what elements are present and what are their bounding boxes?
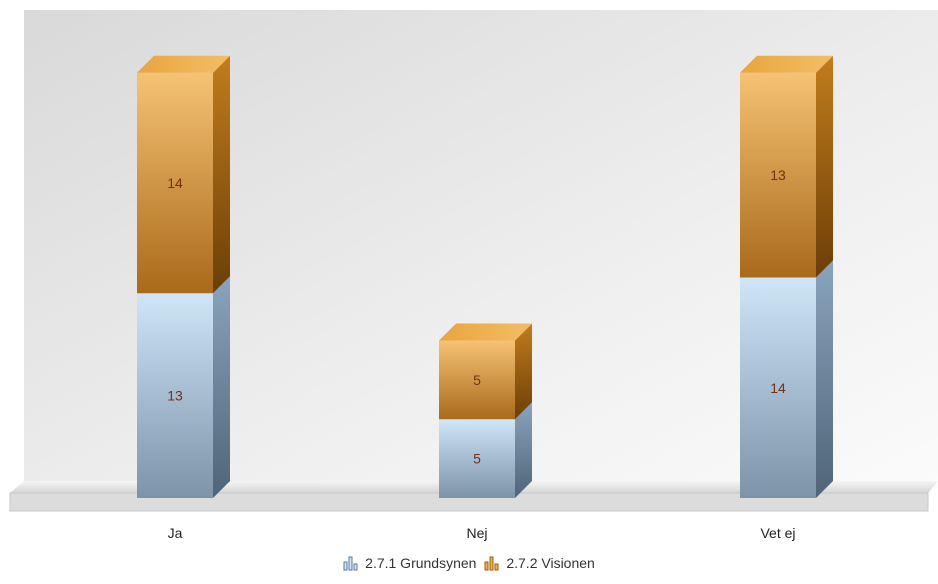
bar-side-grundsynen <box>515 402 532 498</box>
x-tick-label: Vet ej <box>760 525 795 541</box>
x-tick-label: Nej <box>466 525 487 541</box>
legend-item-grundsynen[interactable]: 2.7.1 Grundsynen <box>343 555 476 571</box>
data-label-visionen: 5 <box>473 372 481 388</box>
bar-side-visionen <box>213 55 230 294</box>
legend-label-grundsynen: 2.7.1 Grundsynen <box>365 555 477 571</box>
x-tick-label: Ja <box>168 525 183 541</box>
legend: 2.7.1 Grundsynen 2.7.2 Visionen <box>0 555 938 574</box>
bar-side-grundsynen <box>816 260 833 498</box>
data-label-grundsynen: 5 <box>473 451 481 467</box>
bar-side-visionen <box>816 55 833 278</box>
data-label-visionen: 14 <box>167 175 183 191</box>
bar-visionen <box>137 72 213 294</box>
bar-side-grundsynen <box>213 276 230 498</box>
bars-layer: 13 14 5 5 14 13 <box>137 55 833 498</box>
bar-grundsynen <box>137 293 213 498</box>
bar-visionen <box>740 72 816 278</box>
bar-top-visionen <box>439 323 532 341</box>
bar-chart-icon <box>484 556 499 571</box>
bar-grundsynen <box>439 419 515 498</box>
legend-label-visionen: 2.7.2 Visionen <box>506 555 595 571</box>
legend-item-visionen[interactable]: 2.7.2 Visionen <box>484 555 595 571</box>
bar-chart-icon <box>343 556 358 571</box>
data-label-grundsynen: 14 <box>770 380 786 396</box>
bar-top-visionen <box>740 55 833 73</box>
data-label-grundsynen: 13 <box>167 388 183 404</box>
bar-side-visionen <box>515 323 532 420</box>
bar-top-visionen <box>137 55 230 73</box>
data-label-visionen: 13 <box>770 167 786 183</box>
category-labels: Ja Nej Vet ej <box>168 525 796 541</box>
bar-grundsynen <box>740 277 816 498</box>
bar-visionen <box>439 340 515 420</box>
